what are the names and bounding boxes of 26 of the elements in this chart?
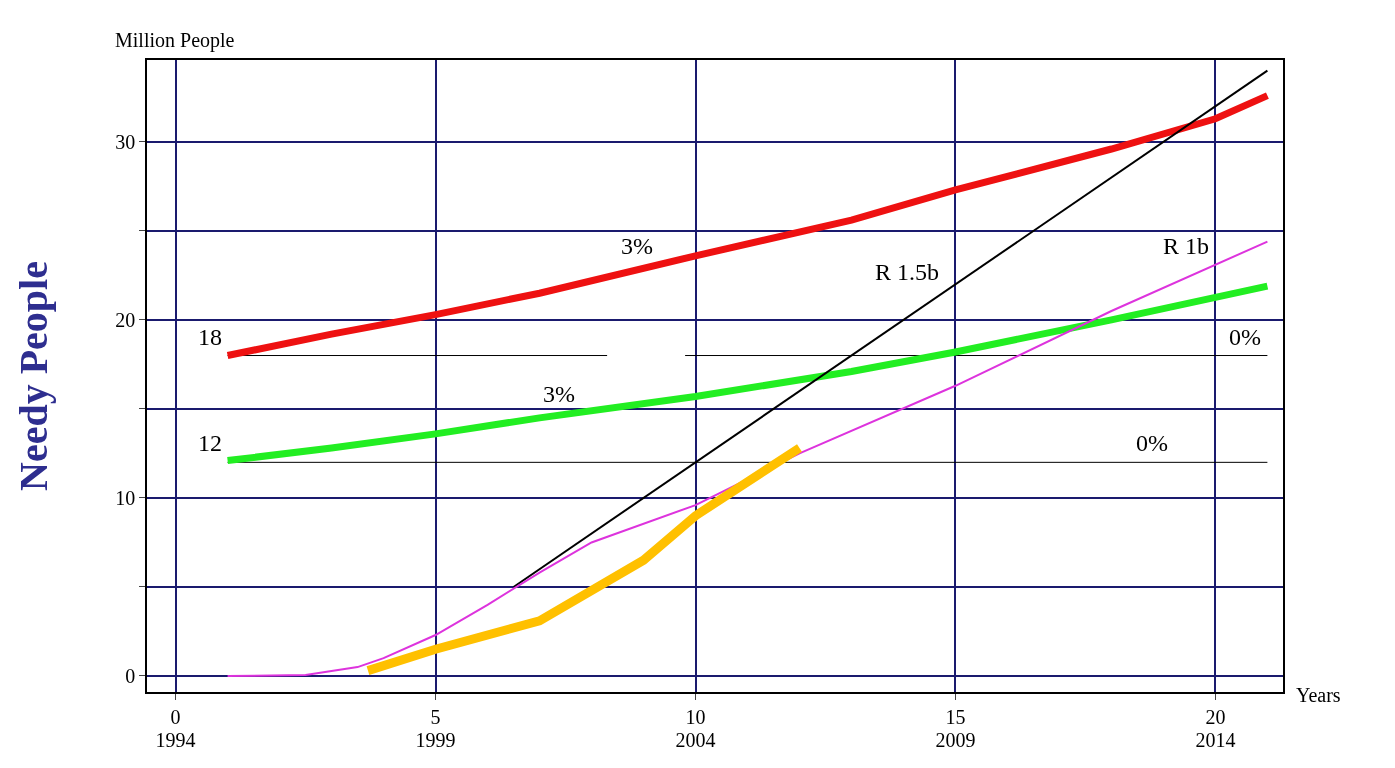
annotation: 12	[198, 430, 222, 456]
y-tick-label: 30	[115, 130, 136, 153]
x-tick-label: 10	[685, 705, 706, 728]
annotation: 3%	[621, 233, 653, 259]
x-tick-label: 0	[170, 705, 181, 728]
x2-tick-label: 2009	[935, 729, 976, 751]
x-tick-label: 15	[945, 705, 966, 728]
x-tick-label: 5	[430, 705, 441, 728]
x2-tick-label: 1994	[155, 729, 196, 751]
annotation: R 1.5b	[875, 259, 940, 285]
y-axis-title: Needy People	[11, 261, 57, 491]
x2-tick-label: 2014	[1195, 729, 1236, 751]
chart-subtitle: Million People	[115, 29, 235, 52]
annotation: 3%	[543, 381, 575, 407]
y-tick-label: 0	[125, 664, 136, 687]
annotation: 0%	[1229, 324, 1261, 350]
line-series	[226, 240, 1269, 677]
x2-tick-label: 1999	[415, 729, 456, 751]
x-axis-title: Years	[1296, 684, 1341, 706]
x-tick-label: 20	[1205, 705, 1226, 728]
annotation: 0%	[1136, 430, 1168, 456]
x2-tick-label: 2004	[675, 729, 716, 751]
annotation: 18	[198, 324, 222, 350]
annotation: R 1b	[1163, 233, 1210, 259]
y-tick-label: 20	[115, 308, 136, 331]
y-tick-label: 10	[115, 486, 136, 509]
